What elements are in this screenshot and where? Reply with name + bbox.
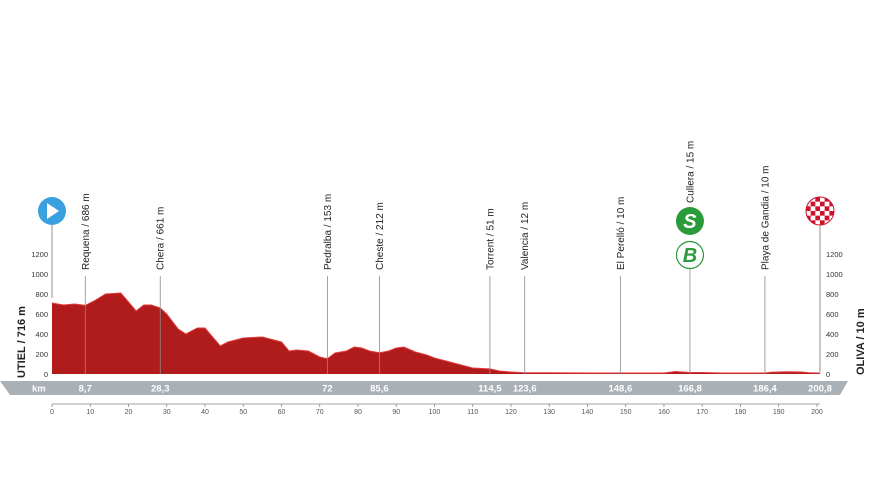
x-tick-label: 120 xyxy=(505,409,517,416)
x-tick-label: 50 xyxy=(239,409,247,416)
x-tick-label: 190 xyxy=(773,409,785,416)
y-tick-label-right: 800 xyxy=(826,290,839,299)
x-tick-label: 30 xyxy=(163,409,171,416)
x-tick-label: 100 xyxy=(429,409,441,416)
checkpoint-km-label: 85,6 xyxy=(370,384,389,395)
x-tick-label: 130 xyxy=(543,409,555,416)
elevation-axis-right: 0 200 400 600 800 1000 1200 xyxy=(826,250,843,379)
checkpoint-km-label: 166,8 xyxy=(678,384,702,395)
finish-checkered-icon xyxy=(805,196,835,226)
svg-text:S: S xyxy=(683,211,697,233)
y-tick-label-right: 200 xyxy=(826,350,839,359)
checkpoint-km-label: 114,5 xyxy=(478,384,502,395)
x-tick-label: 150 xyxy=(620,409,632,416)
y-tick-label-right: 1000 xyxy=(826,270,843,279)
checkpoint-label: El Perelló / 10 m xyxy=(616,197,627,270)
x-tick-label: 200 xyxy=(811,409,823,416)
checkpoint-km-label: 123,6 xyxy=(513,384,537,395)
elevation-profile-ridge xyxy=(51,292,821,374)
y-tick-label-right: 600 xyxy=(826,310,839,319)
km-axis-label: km xyxy=(32,384,46,395)
x-tick-label: 170 xyxy=(696,409,708,416)
x-tick-label: 160 xyxy=(658,409,670,416)
x-tick-label: 110 xyxy=(467,409,478,416)
checkpoint-label: Requena / 686 m xyxy=(81,193,92,270)
x-tick-label: 0 xyxy=(50,409,54,416)
y-tick-label-left: 1200 xyxy=(31,250,48,259)
checkpoint-km-label: 28,3 xyxy=(151,384,170,395)
x-tick-label: 60 xyxy=(278,409,286,416)
checkpoint-label: Cullera / 15 m xyxy=(685,141,696,203)
checkpoint-km-label: 148,6 xyxy=(608,384,632,395)
x-tick-label: 10 xyxy=(86,409,94,416)
y-tick-label-left: 400 xyxy=(35,330,48,339)
x-tick-label: 90 xyxy=(392,409,400,416)
checkpoint-km-label: 8,7 xyxy=(79,384,92,395)
y-tick-label-left: 200 xyxy=(35,350,48,359)
x-tick-label: 140 xyxy=(582,409,594,416)
checkpoint-label: Torrent / 51 m xyxy=(485,208,496,270)
y-tick-label-right: 1200 xyxy=(826,250,843,259)
x-tick-label: 70 xyxy=(316,409,324,416)
bonus-badge-icon: B xyxy=(675,240,705,270)
elevation-profile-area xyxy=(52,293,820,374)
checkpoint-label: Cheste / 212 m xyxy=(375,202,386,270)
start-play-icon xyxy=(38,197,66,225)
km-bar xyxy=(0,381,848,395)
y-tick-label-left: 600 xyxy=(35,310,48,319)
svg-text:B: B xyxy=(683,245,697,267)
x-tick-label: 80 xyxy=(354,409,362,416)
checkpoint-label: Playa de Gandia / 10 m xyxy=(760,165,771,270)
finish-side-label: OLIVA / 10 m xyxy=(855,308,867,375)
y-tick-label-right: 400 xyxy=(826,330,839,339)
y-tick-label-right: 0 xyxy=(826,370,830,379)
y-tick-label-left: 1000 xyxy=(31,270,48,279)
checkpoint-label: Valencia / 12 m xyxy=(520,202,531,270)
x-tick-label: 180 xyxy=(735,409,747,416)
y-tick-label-left: 0 xyxy=(44,370,48,379)
checkpoints-layer: Requena / 686 m 8,7 Chera / 661 m 28,3 Pedra… xyxy=(79,141,778,395)
checkpoint-label: Chera / 661 m xyxy=(156,207,167,270)
x-tick-label: 40 xyxy=(201,409,209,416)
checkpoint-km-label: 186,4 xyxy=(753,384,777,395)
km-axis-ticks: 0 10 20 30 40 50 60 70 80 90 100 110 120 130 140 150 160… xyxy=(50,404,823,416)
x-tick-label: 20 xyxy=(125,409,133,416)
checkpoint-label: Pedralba / 153 m xyxy=(323,194,334,270)
checkpoint-km-label: 72 xyxy=(322,384,333,395)
sprint-badge-icon: S xyxy=(675,207,704,235)
start-side-label: UTIEL / 716 m xyxy=(16,306,28,378)
elevation-axis-left: 0 200 400 600 800 1000 1200 xyxy=(31,250,48,379)
finish-km-label: 200,8 xyxy=(808,384,832,395)
y-tick-label-left: 800 xyxy=(35,290,48,299)
